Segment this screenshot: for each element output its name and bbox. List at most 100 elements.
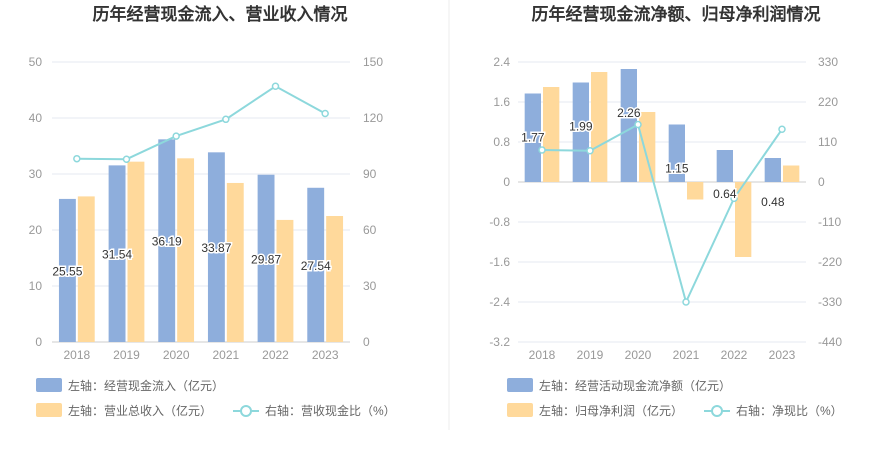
left-axis-tick: -3.2 [489, 335, 510, 349]
bar-secondary [326, 216, 344, 342]
left-axis-tick: 0 [503, 175, 510, 189]
line-point [730, 194, 738, 203]
bar-primary [257, 174, 275, 342]
right-axis-tick: 110 [818, 135, 837, 149]
data-label: 1.15 [665, 162, 689, 176]
left-axis-tick: -0.8 [489, 215, 510, 229]
bar-secondary [276, 219, 294, 342]
left-axis-tick: 2.4 [493, 55, 510, 69]
left-axis-tick: 0.8 [493, 135, 510, 149]
legend-swatch-line-marker [240, 405, 252, 417]
legend-swatch-secondary [507, 403, 533, 417]
legend-label: 左轴：归母净利润（亿元） [539, 403, 683, 418]
line-point [321, 109, 329, 118]
data-label: 1.77 [521, 131, 545, 145]
data-label: 2.26 [617, 106, 641, 120]
line-point [271, 82, 280, 91]
bar-primary [108, 165, 126, 342]
legend-swatch-secondary [36, 403, 62, 417]
data-label: 0.64 [713, 187, 737, 201]
x-axis-tick: 2023 [312, 348, 339, 362]
bar-secondary [77, 196, 95, 342]
data-label: 27.54 [301, 259, 331, 273]
x-axis-tick: 2019 [113, 348, 140, 362]
legend-label: 右轴：净现比（%） [736, 403, 843, 418]
right-axis-tick: 60 [363, 223, 377, 237]
line-point [73, 154, 81, 163]
chart-title: 历年经营现金流入、营业收入情况 [93, 4, 348, 24]
right-axis-tick: 220 [818, 95, 838, 109]
left-axis-tick: -1.6 [489, 255, 510, 269]
left-axis-tick: 50 [29, 55, 43, 69]
data-label: 29.87 [251, 252, 281, 266]
bar-secondary [783, 165, 800, 182]
legend-swatch-line-marker [711, 405, 723, 417]
data-label: 25.55 [52, 264, 82, 278]
right-axis-tick: 0 [818, 175, 825, 189]
right-axis-tick: -110 [818, 215, 841, 229]
data-label: 31.54 [102, 248, 132, 262]
legend-label: 左轴：经营现金流入（亿元） [68, 378, 224, 393]
bar-secondary [543, 87, 560, 182]
line-point [682, 298, 690, 306]
bar-secondary [226, 182, 244, 342]
bar-secondary [735, 182, 752, 257]
x-axis-tick: 2021 [673, 348, 700, 362]
line-point [538, 146, 546, 154]
left-axis-tick: -2.4 [489, 295, 510, 309]
chart-netcash-profit: 历年经营现金流净额、归母净利润情况 -3.2 -2.4 -1.6 -0.8 0 0.8 1.6… [489, 4, 842, 418]
right-axis-tick: 120 [363, 111, 383, 125]
bar-secondary [127, 161, 145, 342]
right-axis-tick: 30 [363, 279, 377, 293]
line-point [586, 146, 594, 155]
line-point [778, 125, 786, 134]
data-label: 36.19 [152, 235, 182, 249]
data-label: 1.99 [569, 120, 593, 134]
right-axis-tick: 330 [818, 55, 838, 69]
right-axis-tick: -330 [818, 295, 842, 309]
bar-secondary [177, 158, 195, 342]
x-axis-tick: 2023 [769, 348, 796, 362]
legend-label: 左轴：营业总收入（亿元） [68, 403, 212, 418]
bar-primary [572, 82, 589, 182]
bar-primary [524, 93, 541, 182]
right-axis-tick: -220 [818, 255, 842, 269]
bar-primary [668, 124, 685, 182]
legend-swatch-primary [507, 378, 533, 392]
bar-primary [307, 187, 325, 342]
right-axis-tick: 0 [363, 335, 370, 349]
x-axis-tick: 2022 [721, 348, 748, 362]
line-point [122, 155, 131, 164]
bar-primary [620, 69, 637, 182]
bar-secondary [687, 182, 704, 200]
x-axis-tick: 2020 [163, 348, 190, 362]
left-axis-tick: 1.6 [493, 95, 510, 109]
bar-secondary [591, 72, 608, 182]
left-axis-tick: 10 [29, 279, 43, 293]
bar-primary [158, 139, 176, 342]
legend-swatch-primary [36, 378, 62, 392]
right-axis-tick: 90 [363, 167, 377, 181]
bar-primary [716, 150, 733, 182]
x-axis-tick: 2018 [529, 348, 556, 362]
legend-label: 左轴：经营活动现金流净额（亿元） [539, 378, 731, 393]
data-label: 0.48 [761, 195, 785, 209]
x-axis-tick: 2022 [262, 348, 289, 362]
x-axis-tick: 2018 [63, 348, 90, 362]
x-axis-tick: 2020 [625, 348, 652, 362]
chart-title: 历年经营现金流净额、归母净利润情况 [532, 4, 821, 24]
line-point [172, 132, 180, 140]
right-axis-tick: -440 [818, 335, 842, 349]
series-line [76, 85, 326, 161]
legend-label: 右轴：营收现金比（%） [265, 403, 396, 418]
line-point [634, 120, 642, 129]
series-line [541, 123, 783, 305]
left-axis-tick: 40 [29, 111, 43, 125]
bar-primary [58, 198, 76, 342]
bar-primary [207, 152, 225, 342]
line-point [222, 115, 230, 124]
data-label: 33.87 [201, 241, 231, 255]
left-axis-tick: 20 [29, 223, 43, 237]
